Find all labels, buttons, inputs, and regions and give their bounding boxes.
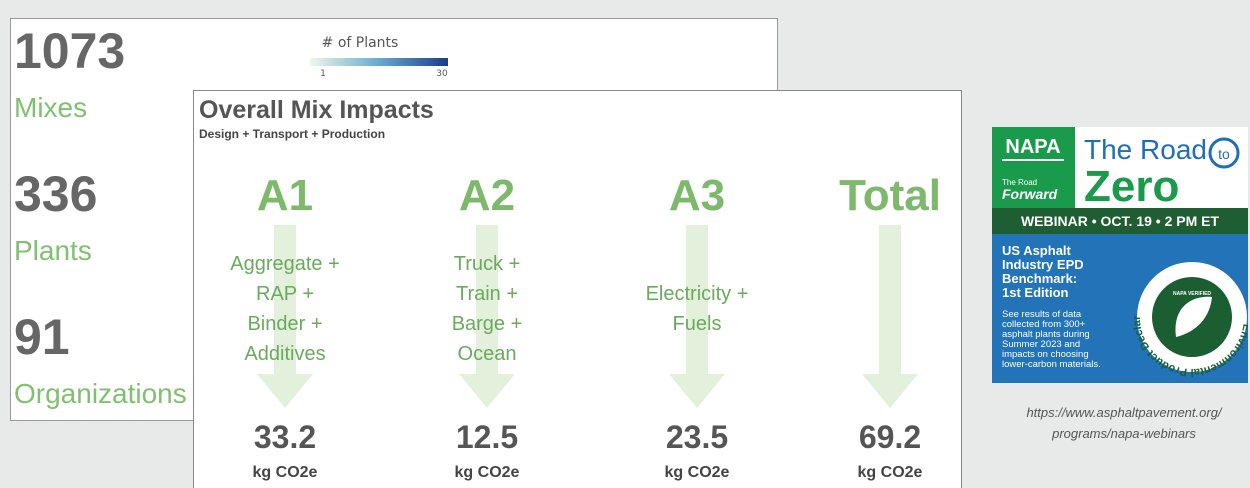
arrow-shaft: [476, 225, 498, 377]
leaf-icon: [1175, 296, 1212, 337]
column-unit: kg CO2e: [858, 464, 923, 481]
legend-gradient: [310, 58, 448, 66]
legend-min: 1: [320, 69, 326, 79]
stat-label: Plants: [14, 235, 92, 266]
arrow-head: [669, 374, 725, 408]
stat-number: 1073: [14, 23, 125, 79]
column-item: Electricity +: [646, 283, 749, 305]
title-to: to: [1218, 146, 1230, 162]
info-body: collected from 300+: [1002, 319, 1086, 330]
caption-line: https://www.asphaltpavement.org/: [1026, 405, 1222, 420]
legend-max: 30: [436, 69, 448, 79]
column-heading: Total: [839, 171, 941, 220]
title-main: Zero: [1084, 162, 1179, 211]
column-unit: kg CO2e: [455, 464, 520, 481]
logo-sub: The Road: [1002, 178, 1037, 187]
date: WEBINAR • OCT. 19 • 2 PM ET: [1021, 213, 1219, 229]
info-heading: Industry EPD: [1002, 257, 1084, 272]
slide-frame: [193, 90, 962, 488]
column-value: 33.2: [254, 419, 316, 455]
caption-line: programs/napa-webinars: [1052, 426, 1196, 441]
stat-label: Organizations: [14, 378, 187, 409]
column-item: Truck +: [454, 253, 521, 275]
column-item: Binder +: [247, 313, 322, 335]
column-item: Train +: [456, 283, 518, 305]
column-item: Ocean: [458, 343, 517, 365]
arrow-shaft: [879, 225, 901, 377]
stat-number: 91: [14, 309, 70, 365]
column-value: 69.2: [859, 419, 921, 455]
info-heading: Benchmark:: [1002, 271, 1077, 286]
logo-sub: Forward: [1002, 186, 1058, 202]
column-value: 12.5: [456, 419, 518, 455]
arrow-shaft: [686, 225, 708, 377]
info-body: asphalt plants during: [1002, 329, 1090, 340]
to-circle: [1208, 137, 1240, 169]
slide-subtitle: Design + Transport + Production: [199, 127, 385, 141]
logo: NAPA: [1005, 136, 1060, 158]
badge-sub: NAPA VERIFIED: [1173, 291, 1211, 297]
column-value: 23.5: [666, 419, 728, 455]
stat-label: Mixes: [14, 92, 87, 123]
date-bar: [992, 208, 1248, 234]
front-slide: Overall Mix Impacts Design + Transport +…: [193, 90, 962, 488]
column-item: Aggregate +: [230, 253, 340, 275]
arrow-head: [459, 374, 515, 408]
stat-number: 336: [14, 166, 97, 222]
column-unit: kg CO2e: [253, 464, 318, 481]
column-heading: A2: [459, 171, 515, 220]
column-item: Barge +: [452, 313, 523, 335]
info-body: See results of data: [1002, 309, 1082, 320]
arrow-head: [862, 374, 918, 408]
info-body: impacts on choosing: [1002, 349, 1089, 360]
column-item: Additives: [244, 343, 325, 365]
column-unit: kg CO2e: [665, 464, 730, 481]
webinar-banner: NAPA The Road Forward The Road to Zero W…: [992, 127, 1248, 383]
legend-title: # of Plants: [322, 35, 399, 51]
column-heading: A3: [669, 171, 725, 220]
column-item: Fuels: [673, 313, 722, 335]
info-body: lower-carbon materials.: [1002, 359, 1101, 370]
caption: https://www.asphaltpavement.org/ program…: [992, 402, 1250, 444]
slide-title: Overall Mix Impacts: [199, 96, 434, 124]
info-heading: US Asphalt: [1002, 243, 1072, 258]
logo-box: [992, 127, 1075, 208]
column-item: RAP +: [256, 283, 314, 305]
arrow-head: [257, 374, 313, 408]
arrow-shaft: [274, 225, 296, 377]
info-heading: 1st Edition: [1002, 285, 1069, 300]
info-body: Summer 2023 and: [1002, 339, 1080, 350]
column-heading: A1: [257, 171, 313, 220]
title-top: The Road: [1084, 134, 1207, 165]
